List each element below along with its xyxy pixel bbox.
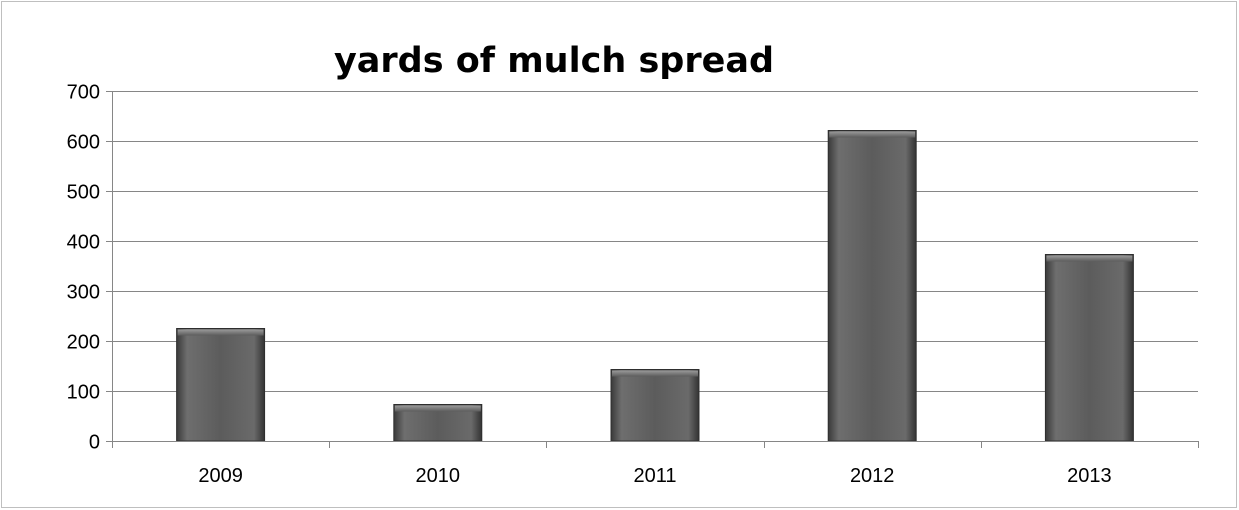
y-tick-label: 600 (67, 132, 100, 154)
bar-highlight (612, 370, 698, 377)
bar-body (610, 369, 700, 442)
bar-2013 (1044, 254, 1134, 442)
y-tick-labels: 0 100 200 300 400 500 600 700 (67, 82, 100, 454)
bar-2011 (610, 369, 700, 442)
chart-title: yards of mulch spread (334, 41, 774, 81)
x-tick-label: 2011 (633, 465, 676, 487)
bars (176, 130, 1134, 442)
bar-body (176, 328, 266, 442)
y-tick-label: 0 (89, 432, 100, 454)
bar-2010 (393, 404, 483, 442)
y-tick-label: 200 (67, 332, 100, 354)
bar-2009 (176, 328, 266, 442)
x-tick-label: 2013 (1067, 465, 1112, 487)
bar-highlight (829, 131, 916, 138)
gridlines (112, 91, 1198, 392)
y-tick-label: 700 (67, 82, 100, 104)
x-tick-label: 2009 (198, 465, 243, 487)
bar-highlight (1046, 255, 1133, 262)
bar-body (827, 130, 917, 442)
bar-highlight (394, 405, 481, 412)
bar-2012 (827, 130, 917, 442)
x-tick-label: 2010 (416, 465, 461, 487)
x-tick-labels: 2009 2010 2011 2012 2013 (198, 465, 1111, 487)
bar-highlight (177, 329, 264, 336)
x-tick-label: 2012 (850, 465, 895, 487)
y-tick-label: 400 (67, 232, 100, 254)
y-tick-label: 500 (67, 182, 100, 204)
y-tick-label: 100 (67, 382, 100, 404)
axes (106, 91, 1199, 448)
y-tick-label: 300 (67, 282, 100, 304)
bar-body (1044, 254, 1134, 442)
